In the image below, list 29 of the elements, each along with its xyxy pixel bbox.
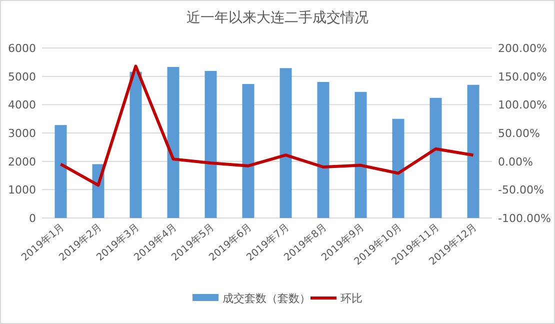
y-tick-label: 1000 (8, 184, 36, 197)
y-tick-label: 0 (29, 212, 36, 225)
y2-tick-label: -50.00% (498, 184, 544, 197)
y-tick-label: 3000 (8, 127, 36, 140)
bar (204, 70, 217, 218)
bar (317, 82, 330, 218)
line-series (59, 64, 475, 187)
bar (130, 72, 142, 218)
bar (280, 68, 292, 218)
y2-tick-label: 0.00% (498, 155, 533, 168)
bar (167, 66, 180, 218)
legend-label: 环比 (340, 292, 362, 305)
bar (392, 118, 404, 218)
bar (430, 98, 442, 218)
y2-tick-label: 50.00% (498, 127, 540, 140)
legend-label: 成交套数（套数） (222, 292, 310, 305)
chart-title: 近一年以来大连二手成交情况 (186, 10, 368, 26)
y2-tick-label: 200.00% (498, 42, 547, 55)
bar (54, 125, 67, 218)
y2-tick-label: 150.00% (498, 70, 547, 84)
y2-tick-label: -100.00% (498, 212, 551, 225)
bar (242, 84, 254, 218)
bar (467, 84, 480, 218)
y-tick-label: 5000 (8, 70, 36, 84)
y-tick-label: 4000 (8, 98, 36, 112)
y-tick-label: 6000 (8, 42, 36, 55)
bar (354, 92, 367, 218)
y2-tick-label: 100.00% (498, 98, 547, 112)
y-tick-label: 2000 (8, 155, 36, 168)
